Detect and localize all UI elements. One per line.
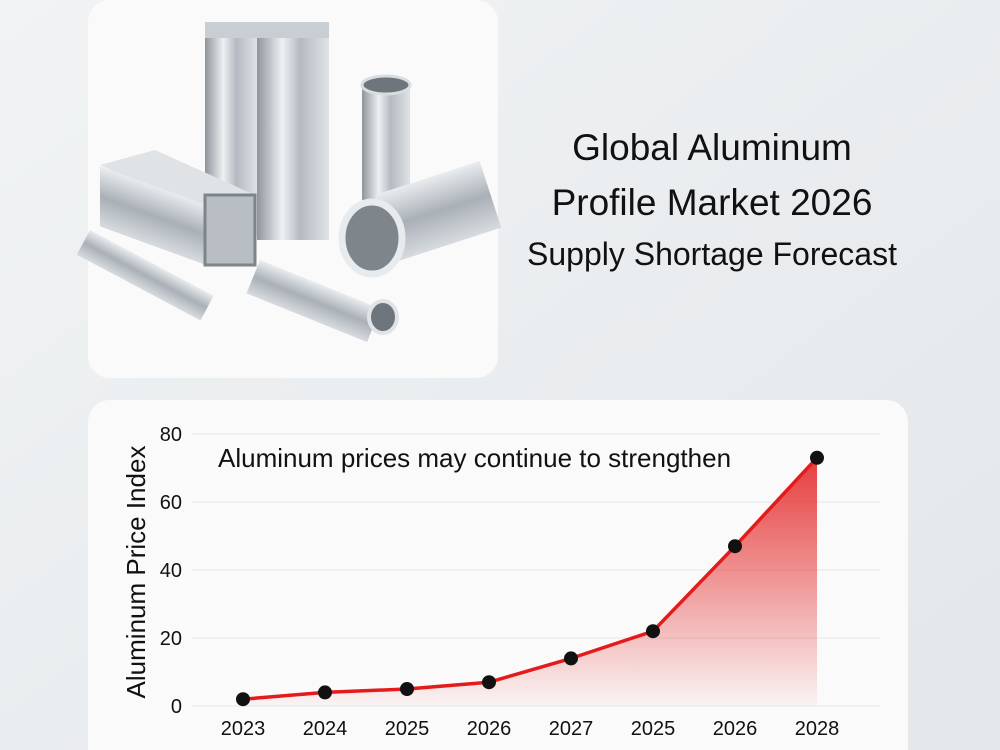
- series: [236, 450, 824, 707]
- x-tick-label: 2026: [467, 718, 512, 740]
- area: [243, 457, 817, 706]
- data-point: [482, 675, 496, 690]
- data-point: [728, 539, 742, 554]
- x-tick-label: 2024: [303, 718, 348, 740]
- data-point: [646, 624, 660, 639]
- x-tick-label: 2027: [549, 718, 594, 740]
- y-tick-label: 0: [171, 696, 182, 718]
- data-point: [236, 692, 250, 707]
- x-tick-label: 2025: [631, 718, 676, 740]
- y-tick-label: 40: [160, 560, 182, 582]
- x-tick-label: 2028: [795, 718, 840, 740]
- x-tick-label: 2026: [713, 718, 758, 740]
- product-photo: [76, 0, 502, 378]
- x-tick-label: 2025: [385, 718, 430, 740]
- x-tick-label: 2023: [221, 718, 266, 740]
- data-point: [400, 682, 414, 696]
- title-line: Global Aluminum: [572, 127, 852, 168]
- line: [242, 456, 819, 701]
- data-point: [810, 450, 824, 465]
- y-axis-label: Aluminum Price Index: [121, 446, 151, 699]
- y-tick-label: 60: [160, 492, 182, 514]
- subtitle: Supply Shortage Forecast: [527, 236, 897, 272]
- y-tick-label: 20: [160, 628, 182, 650]
- annotation: Aluminum prices may continue to strength…: [218, 443, 731, 473]
- data-point: [564, 651, 578, 666]
- data-point: [318, 685, 332, 700]
- chart: Aluminum prices may continue to strength…: [121, 424, 880, 740]
- y-tick-label: 80: [160, 424, 182, 446]
- title-line: Profile Market 2026: [552, 182, 873, 223]
